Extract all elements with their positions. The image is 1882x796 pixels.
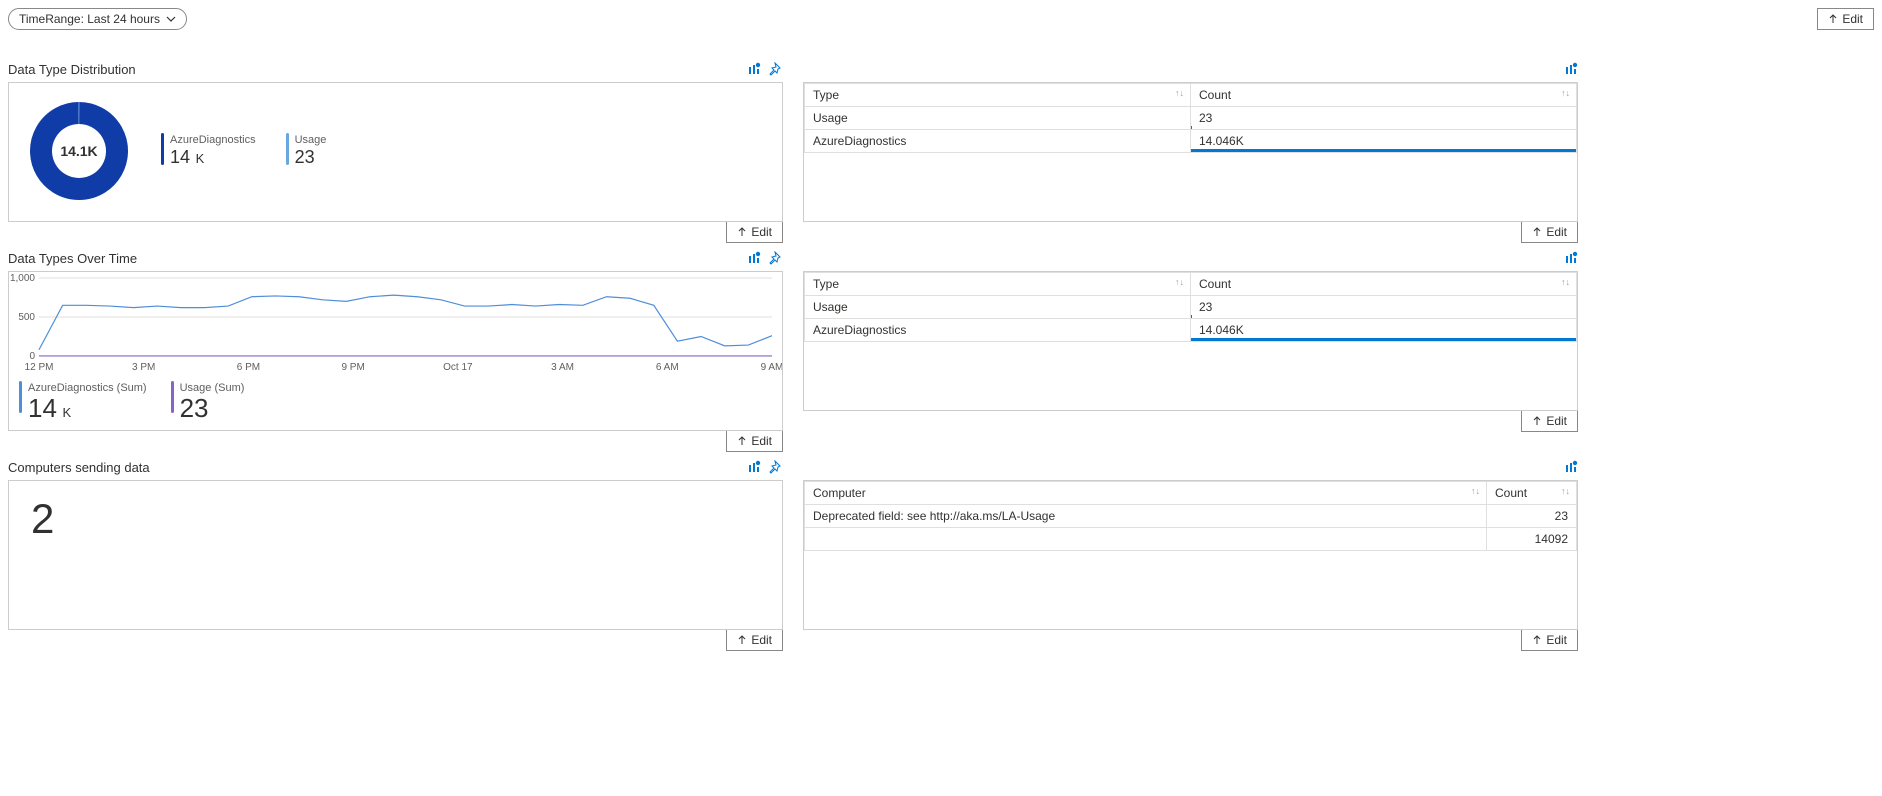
edit-button-top[interactable]: Edit xyxy=(1817,8,1874,30)
arrow-up-icon xyxy=(1532,416,1542,426)
distribution-panel: 14.1K AzureDiagnostics14 K Usage23 xyxy=(8,82,783,222)
legend-item: AzureDiagnostics (Sum)14 K xyxy=(19,381,147,426)
edit-button[interactable]: Edit xyxy=(726,430,783,452)
line-chart-panel: 0 500 1,000 12 PM 3 PM 6 PM 9 PM Oct 17 3 AM 6 AM… xyxy=(8,271,783,431)
table-row[interactable]: AzureDiagnostics14.046K xyxy=(805,319,1577,342)
table-panel: TypeCountUsage23AzureDiagnostics14.046K xyxy=(803,271,1578,411)
table-panel: TypeCountUsage23AzureDiagnostics14.046K xyxy=(803,82,1578,222)
computers-count: 2 xyxy=(23,491,768,543)
pin-icon[interactable] xyxy=(769,62,783,76)
edit-button[interactable]: Edit xyxy=(726,221,783,243)
log-icon[interactable] xyxy=(747,460,761,474)
log-icon[interactable] xyxy=(747,62,761,76)
table-panel: ComputerCountDeprecated field: see http:… xyxy=(803,480,1578,630)
pin-icon[interactable] xyxy=(769,251,783,265)
col-header[interactable]: Count xyxy=(1191,84,1577,107)
panel-title: Data Types Over Time xyxy=(8,251,137,266)
table-row[interactable]: AzureDiagnostics14.046K xyxy=(805,130,1577,153)
edit-button[interactable]: Edit xyxy=(726,629,783,651)
log-icon[interactable] xyxy=(747,251,761,265)
svg-text:Oct 17: Oct 17 xyxy=(443,362,473,372)
edit-button[interactable]: Edit xyxy=(1521,629,1578,651)
svg-text:3 AM: 3 AM xyxy=(551,362,574,372)
computers-panel: 2 xyxy=(8,480,783,630)
col-header[interactable]: Type xyxy=(805,84,1191,107)
panel-title: Computers sending data xyxy=(8,460,150,475)
chevron-down-icon xyxy=(166,14,176,24)
col-header[interactable]: Computer xyxy=(805,482,1487,505)
table-row[interactable]: 14092 xyxy=(805,528,1577,551)
table-row[interactable]: Usage23 xyxy=(805,296,1577,319)
log-icon[interactable] xyxy=(1564,62,1578,76)
donut-center: 14.1K xyxy=(27,99,131,203)
svg-text:9 AM: 9 AM xyxy=(761,362,782,372)
panel-title: Data Type Distribution xyxy=(8,62,136,77)
arrow-up-icon xyxy=(1532,635,1542,645)
svg-text:9 PM: 9 PM xyxy=(341,362,364,372)
table-row[interactable]: Usage23 xyxy=(805,107,1577,130)
arrow-up-icon xyxy=(737,635,747,645)
col-header[interactable]: Count xyxy=(1191,273,1577,296)
arrow-up-icon xyxy=(1532,227,1542,237)
legend-item: Usage (Sum)23 xyxy=(171,381,245,426)
svg-text:3 PM: 3 PM xyxy=(132,362,155,372)
col-header[interactable]: Type xyxy=(805,273,1191,296)
pin-icon[interactable] xyxy=(769,460,783,474)
col-header[interactable]: Count xyxy=(1487,482,1577,505)
log-icon[interactable] xyxy=(1564,251,1578,265)
svg-text:500: 500 xyxy=(18,312,35,323)
legend-item: Usage23 xyxy=(286,133,327,169)
svg-text:12 PM: 12 PM xyxy=(25,362,54,372)
donut-chart: 14.1K xyxy=(27,99,131,203)
timerange-label: TimeRange: Last 24 hours xyxy=(19,12,160,26)
arrow-up-icon xyxy=(737,227,747,237)
svg-text:0: 0 xyxy=(29,351,35,362)
timerange-dropdown[interactable]: TimeRange: Last 24 hours xyxy=(8,8,187,30)
svg-text:6 AM: 6 AM xyxy=(656,362,679,372)
edit-button[interactable]: Edit xyxy=(1521,221,1578,243)
log-icon[interactable] xyxy=(1564,460,1578,474)
edit-button[interactable]: Edit xyxy=(1521,410,1578,432)
svg-text:1,000: 1,000 xyxy=(10,273,35,284)
legend-item: AzureDiagnostics14 K xyxy=(161,133,256,169)
svg-text:6 PM: 6 PM xyxy=(237,362,260,372)
arrow-up-icon xyxy=(1828,14,1838,24)
table-row[interactable]: Deprecated field: see http://aka.ms/LA-U… xyxy=(805,505,1577,528)
arrow-up-icon xyxy=(737,436,747,446)
